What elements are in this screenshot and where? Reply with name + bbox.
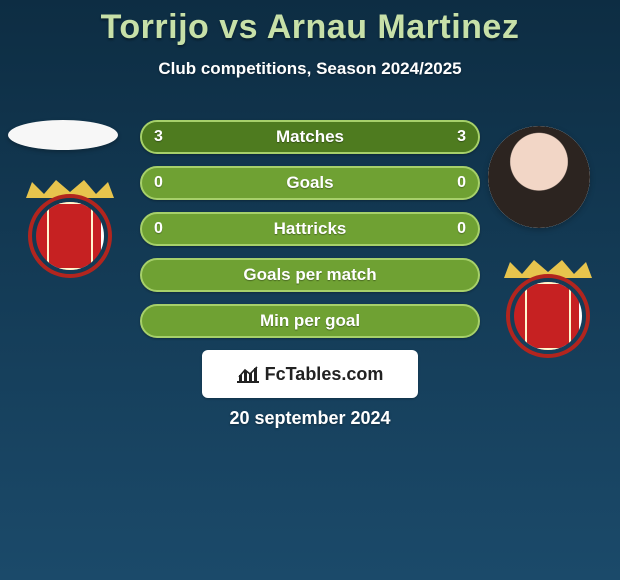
stat-value-left: 0: [154, 220, 163, 238]
stat-label: Goals: [286, 173, 333, 193]
player2-face-placeholder: [488, 126, 590, 228]
stat-row: Hattricks 0 0: [140, 212, 480, 246]
stat-value-right: 0: [457, 174, 466, 192]
stat-label: Min per goal: [260, 311, 360, 331]
player1-avatar: [8, 120, 118, 150]
stat-value-right: 3: [457, 128, 466, 146]
crest-icon: [28, 194, 112, 278]
stat-value-right: 0: [457, 220, 466, 238]
chart-icon: [237, 365, 259, 383]
crest-center: [47, 202, 93, 270]
subtitle: Club competitions, Season 2024/2025: [0, 59, 620, 79]
stat-label: Goals per match: [243, 265, 376, 285]
stat-label: Hattricks: [274, 219, 347, 239]
player2-club-crest: [498, 258, 598, 346]
player1-club-crest: [20, 178, 120, 266]
crest-stripes: [36, 202, 104, 270]
stat-row: Goals 0 0: [140, 166, 480, 200]
comparison-card: Torrijo vs Arnau Martinez Club competiti…: [0, 0, 620, 580]
stat-value-left: 0: [154, 174, 163, 192]
stat-row: Min per goal: [140, 304, 480, 338]
stat-row: Goals per match: [140, 258, 480, 292]
footer-date: 20 september 2024: [0, 408, 620, 429]
stat-rows: Matches 3 3 Goals 0 0 Hattricks 0 0 Goals per mat…: [140, 120, 480, 350]
watermark-text: FcTables.com: [265, 364, 384, 385]
player2-avatar: [488, 126, 590, 228]
crest-icon: [506, 274, 590, 358]
watermark: FcTables.com: [202, 350, 418, 398]
crest-center: [525, 282, 571, 350]
stat-label: Matches: [276, 127, 344, 147]
page-title: Torrijo vs Arnau Martinez: [0, 0, 620, 47]
stat-row: Matches 3 3: [140, 120, 480, 154]
stat-value-left: 3: [154, 128, 163, 146]
crest-stripes: [514, 282, 582, 350]
